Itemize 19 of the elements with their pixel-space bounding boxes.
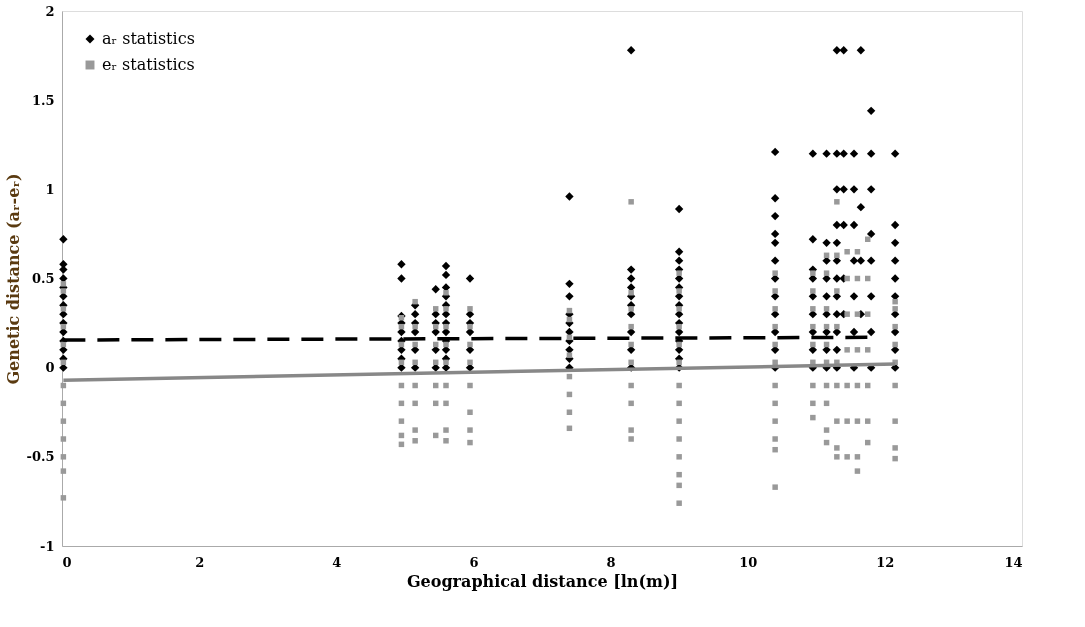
x-tick-label: 14 — [1004, 554, 1023, 570]
legend-label: eᵣ statistics — [102, 55, 195, 74]
x-tick-label: 8 — [606, 554, 616, 570]
x-tick-label: 0 — [62, 554, 72, 570]
y-tick-label: -1 — [40, 538, 55, 554]
y-tick-label: 1 — [45, 181, 55, 197]
x-tick-label: 4 — [332, 554, 342, 570]
y-axis-title: Genetic distance (aᵣ-eᵣ) — [4, 173, 24, 385]
y-tick-label: 2 — [45, 3, 55, 19]
x-tick-label: 2 — [195, 554, 205, 570]
y-tick-label: 0 — [45, 360, 55, 376]
x-tick-label: 10 — [739, 554, 758, 570]
y-tick-label: 1.5 — [31, 92, 55, 108]
y-tick-label: 0.5 — [31, 271, 55, 286]
y-tick-label: -0.5 — [26, 449, 55, 465]
x-tick-label: 12 — [876, 554, 895, 570]
x-axis-title: Geographical distance [ln(m)] — [406, 571, 679, 591]
legend-label: aᵣ statistics — [102, 29, 195, 48]
x-tick-label: 6 — [469, 554, 479, 570]
